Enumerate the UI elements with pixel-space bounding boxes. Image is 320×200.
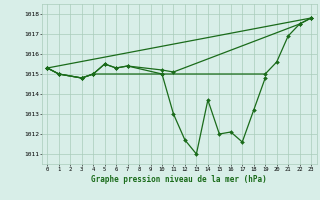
X-axis label: Graphe pression niveau de la mer (hPa): Graphe pression niveau de la mer (hPa): [91, 175, 267, 184]
